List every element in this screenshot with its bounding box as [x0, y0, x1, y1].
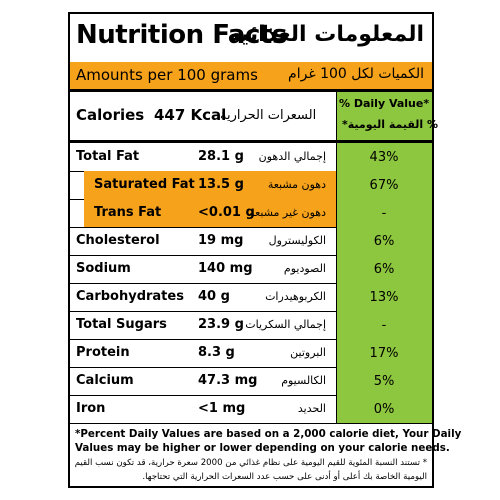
nutrient-label: Sodium: [76, 261, 131, 276]
nutrient-daily-percent: 67%: [336, 171, 432, 199]
nutrient-row: Calcium 47.3 mg الكالسيوم 5%: [70, 367, 432, 395]
nutrient-row: Iron <1 mg الحديد 0%: [70, 395, 432, 423]
divider-thick: [70, 89, 432, 92]
divider-thick-2: [70, 140, 432, 143]
nutrient-label: Calcium: [76, 373, 134, 388]
daily-value-header: % Daily Value* % القيمة اليومية*: [336, 92, 438, 140]
nutrient-value: <0.01 g: [198, 205, 255, 220]
calories-label: Calories: [76, 106, 145, 124]
nutrient-label: Cholesterol: [76, 233, 160, 248]
calories-value: 447 Kcal: [154, 106, 227, 124]
row-divider: [70, 423, 432, 424]
nutrition-facts-label: Nutrition Facts المعلومات الغذائية Amoun…: [68, 12, 462, 488]
daily-value-ar: % القيمة اليومية*: [342, 118, 439, 131]
nutrient-label: Saturated Fat: [94, 177, 195, 192]
nutrient-value: 47.3 mg: [198, 373, 258, 388]
nutrient-label-ar: الكالسيوم: [281, 374, 326, 387]
nutrient-daily-percent: 17%: [336, 339, 432, 367]
nutrient-daily-percent: 6%: [336, 227, 432, 255]
calories-label-ar: السعرات الحرارية: [220, 108, 317, 123]
nutrient-label-ar: البروتين: [290, 346, 326, 359]
nutrient-value: 19 mg: [198, 233, 244, 248]
row-divider: [70, 255, 432, 256]
nutrient-value: 140 mg: [198, 261, 253, 276]
footnote-ar-1: * تستند النسبة المئوية للقيم اليومية على…: [74, 458, 427, 468]
nutrient-row: Total Fat 28.1 g إجمالي الدهون 43%: [70, 143, 432, 171]
row-divider: [70, 283, 432, 284]
nutrient-value: 40 g: [198, 289, 230, 304]
title-ar: المعلومات الغذائية: [227, 22, 424, 47]
nutrient-row: Trans Fat <0.01 g دهون غير مشبعة -: [70, 199, 432, 227]
row-divider: [70, 311, 432, 312]
footnote-ar-2: اليومية الخاصة بك أعلى أو أدنى على حسب ع…: [142, 472, 427, 482]
nutrient-label-ar: إجمالي الدهون: [258, 150, 326, 163]
nutrient-daily-percent: 0%: [336, 395, 432, 423]
nutrient-label: Protein: [76, 345, 130, 360]
nutrient-value: 28.1 g: [198, 149, 244, 164]
nutrient-label-ar: الكربوهيدرات: [265, 290, 326, 303]
footnote-en-1: *Percent Daily Values are based on a 2,0…: [75, 428, 462, 440]
nutrient-row: Cholesterol 19 mg الكوليسترول 6%: [70, 227, 432, 255]
nutrient-daily-percent: -: [336, 311, 432, 339]
nutrient-value: 8.3 g: [198, 345, 235, 360]
nutrient-row: Total Sugars 23.9 g إجمالي السكريات -: [70, 311, 432, 339]
nutrient-label-ar: الصوديوم: [283, 262, 326, 275]
footnote-en-2: Values may be higher or lower depending …: [75, 442, 450, 454]
footnote: *Percent Daily Values are based on a 2,0…: [70, 424, 462, 486]
row-divider: [70, 367, 432, 368]
nutrient-label: Total Sugars: [76, 317, 167, 332]
nutrient-label: Carbohydrates: [76, 289, 184, 304]
nutrient-row: Carbohydrates 40 g الكربوهيدرات 13%: [70, 283, 432, 311]
nutrient-label-ar: إجمالي السكريات: [245, 318, 326, 331]
nutrient-label-ar: دهون غير مشبعة: [249, 206, 326, 219]
nutrient-label: Total Fat: [76, 149, 140, 164]
nutrient-label: Trans Fat: [94, 205, 162, 220]
nutrient-daily-percent: 5%: [336, 367, 432, 395]
nutrient-row: Protein 8.3 g البروتين 17%: [70, 339, 432, 367]
row-highlight: [84, 199, 336, 227]
amount-en: Amounts per 100 grams: [76, 66, 258, 84]
nutrient-daily-percent: -: [336, 199, 432, 227]
calories-row: Calories 447 Kcal السعرات الحرارية % Dai…: [70, 92, 438, 140]
nutrient-daily-percent: 6%: [336, 255, 432, 283]
percent-column-divider: [336, 92, 337, 423]
nutrient-value: 13.5 g: [198, 177, 244, 192]
nutrient-value: <1 mg: [198, 401, 246, 416]
nutrient-daily-percent: 13%: [336, 283, 432, 311]
row-divider: [70, 227, 432, 228]
header-title-row: Nutrition Facts المعلومات الغذائية: [70, 14, 432, 62]
row-divider: [70, 339, 432, 340]
amount-ar: الكميات لكل 100 غرام: [288, 66, 424, 82]
row-divider: [70, 395, 432, 396]
title-en: Nutrition Facts: [76, 20, 287, 50]
nutrient-value: 23.9 g: [198, 317, 244, 332]
nutrient-label-ar: دهون مشبعة: [267, 178, 326, 191]
nutrient-daily-percent: 43%: [336, 143, 432, 171]
nutrient-row: Sodium 140 mg الصوديوم 6%: [70, 255, 432, 283]
nutrient-label-ar: الكوليسترول: [268, 234, 326, 247]
nutrient-label: Iron: [76, 401, 106, 416]
nutrient-row: Saturated Fat 13.5 g دهون مشبعة 67%: [70, 171, 432, 199]
daily-value-en: % Daily Value*: [339, 97, 430, 110]
row-highlight: [84, 171, 336, 199]
nutrient-label-ar: الحديد: [297, 402, 326, 415]
amount-row: Amounts per 100 grams الكميات لكل 100 غر…: [70, 62, 432, 89]
